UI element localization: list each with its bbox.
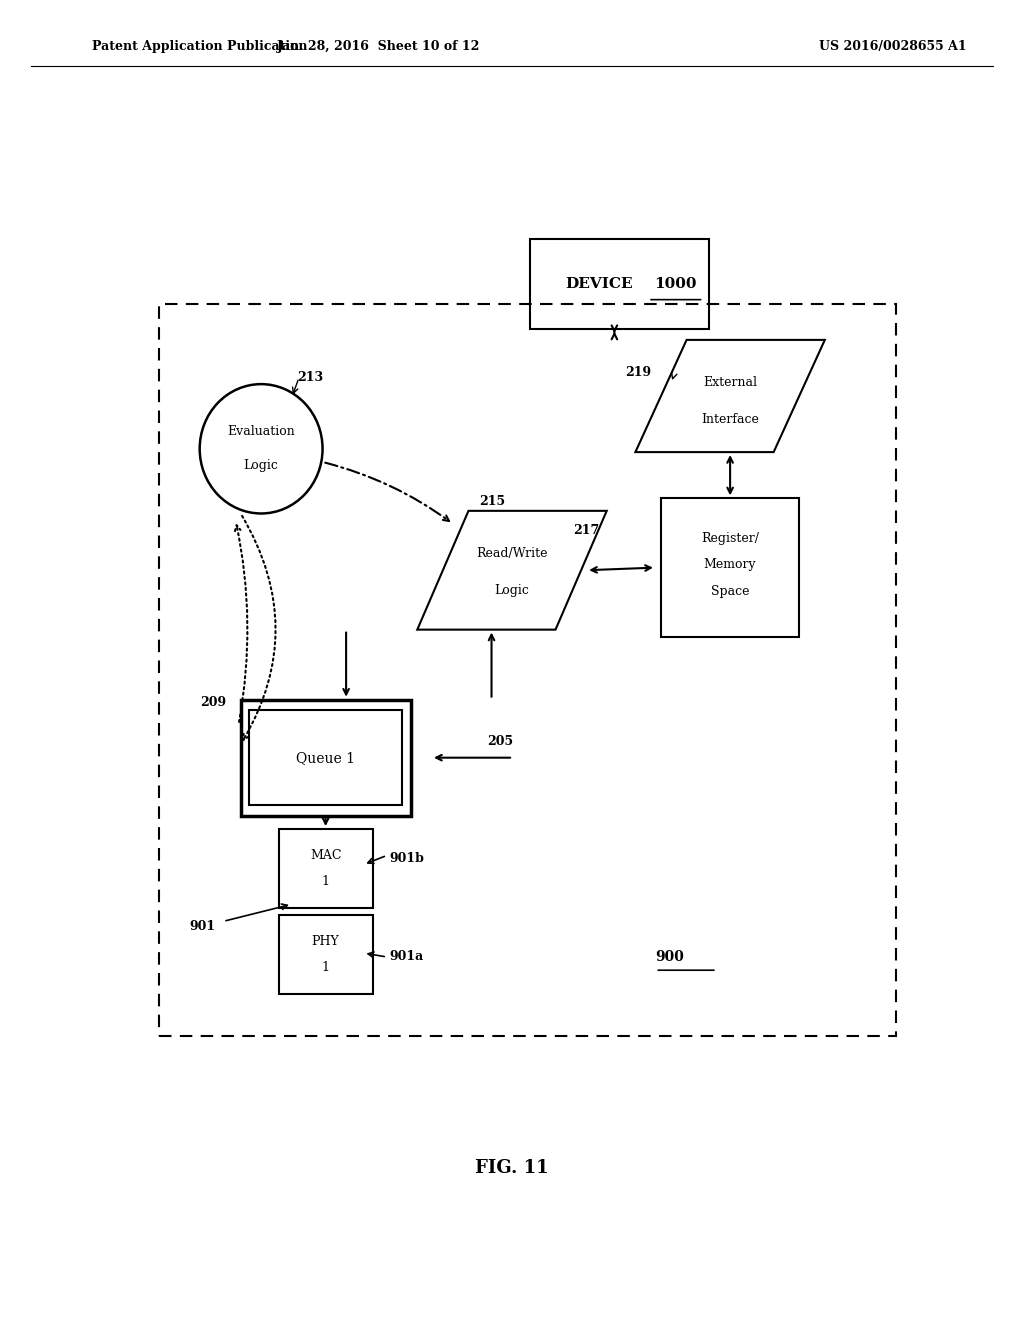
Text: Interface: Interface bbox=[701, 413, 759, 426]
Text: 901: 901 bbox=[188, 920, 215, 933]
FancyBboxPatch shape bbox=[279, 829, 373, 908]
Text: 217: 217 bbox=[573, 524, 600, 537]
Text: 205: 205 bbox=[487, 735, 514, 748]
Text: 1: 1 bbox=[322, 961, 330, 974]
Text: Space: Space bbox=[711, 585, 750, 598]
Polygon shape bbox=[635, 341, 825, 451]
Text: 900: 900 bbox=[655, 950, 684, 964]
FancyBboxPatch shape bbox=[279, 915, 373, 994]
Text: 901b: 901b bbox=[389, 851, 424, 865]
Text: 901a: 901a bbox=[389, 950, 423, 964]
Text: MAC: MAC bbox=[310, 849, 341, 862]
Text: Read/Write: Read/Write bbox=[476, 546, 548, 560]
Text: 1: 1 bbox=[322, 875, 330, 888]
Text: FIG. 11: FIG. 11 bbox=[475, 1159, 549, 1177]
Text: 215: 215 bbox=[479, 495, 506, 508]
Text: PHY: PHY bbox=[311, 935, 340, 948]
Text: Jan. 28, 2016  Sheet 10 of 12: Jan. 28, 2016 Sheet 10 of 12 bbox=[278, 40, 480, 53]
FancyBboxPatch shape bbox=[249, 710, 402, 805]
Text: Memory: Memory bbox=[703, 558, 757, 572]
Text: Logic: Logic bbox=[495, 583, 529, 597]
FancyBboxPatch shape bbox=[530, 239, 709, 329]
Text: External: External bbox=[703, 376, 757, 389]
Text: 213: 213 bbox=[297, 371, 324, 384]
FancyBboxPatch shape bbox=[662, 499, 799, 638]
Text: Register/: Register/ bbox=[701, 532, 759, 545]
FancyBboxPatch shape bbox=[241, 700, 411, 816]
Text: DEVICE: DEVICE bbox=[565, 277, 633, 290]
Text: Patent Application Publication: Patent Application Publication bbox=[92, 40, 307, 53]
Text: 219: 219 bbox=[625, 366, 651, 379]
Text: Evaluation: Evaluation bbox=[227, 425, 295, 438]
Polygon shape bbox=[418, 511, 606, 630]
Text: Queue 1: Queue 1 bbox=[296, 751, 355, 764]
Ellipse shape bbox=[200, 384, 323, 513]
Text: 1000: 1000 bbox=[654, 277, 697, 290]
Text: Logic: Logic bbox=[244, 459, 279, 473]
Text: US 2016/0028655 A1: US 2016/0028655 A1 bbox=[819, 40, 967, 53]
Text: 209: 209 bbox=[200, 696, 226, 709]
